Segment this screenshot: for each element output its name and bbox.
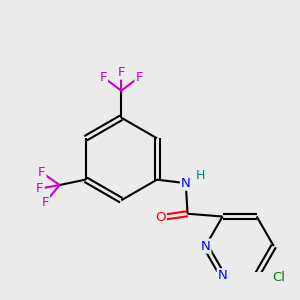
Text: F: F bbox=[38, 166, 46, 179]
Text: N: N bbox=[181, 177, 190, 190]
Text: Cl: Cl bbox=[272, 271, 285, 284]
Text: F: F bbox=[41, 196, 49, 209]
Text: F: F bbox=[136, 70, 143, 84]
Text: O: O bbox=[155, 211, 166, 224]
Text: N: N bbox=[201, 240, 210, 253]
Text: H: H bbox=[196, 169, 206, 182]
Text: N: N bbox=[218, 269, 227, 282]
Text: F: F bbox=[36, 182, 44, 195]
Text: F: F bbox=[118, 66, 125, 79]
Text: F: F bbox=[100, 70, 107, 84]
